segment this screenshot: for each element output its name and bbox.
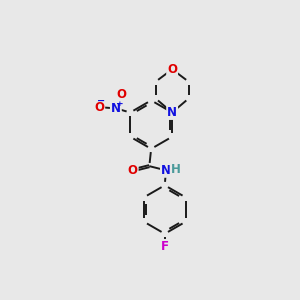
Text: −: − (97, 96, 105, 106)
Text: F: F (161, 240, 169, 253)
Text: N: N (161, 164, 171, 177)
Text: O: O (116, 88, 126, 100)
Text: H: H (171, 163, 181, 176)
Text: O: O (94, 101, 104, 114)
Text: +: + (116, 99, 124, 108)
Text: N: N (167, 106, 177, 119)
Text: O: O (167, 63, 177, 76)
Text: N: N (111, 102, 121, 115)
Text: O: O (128, 164, 138, 177)
